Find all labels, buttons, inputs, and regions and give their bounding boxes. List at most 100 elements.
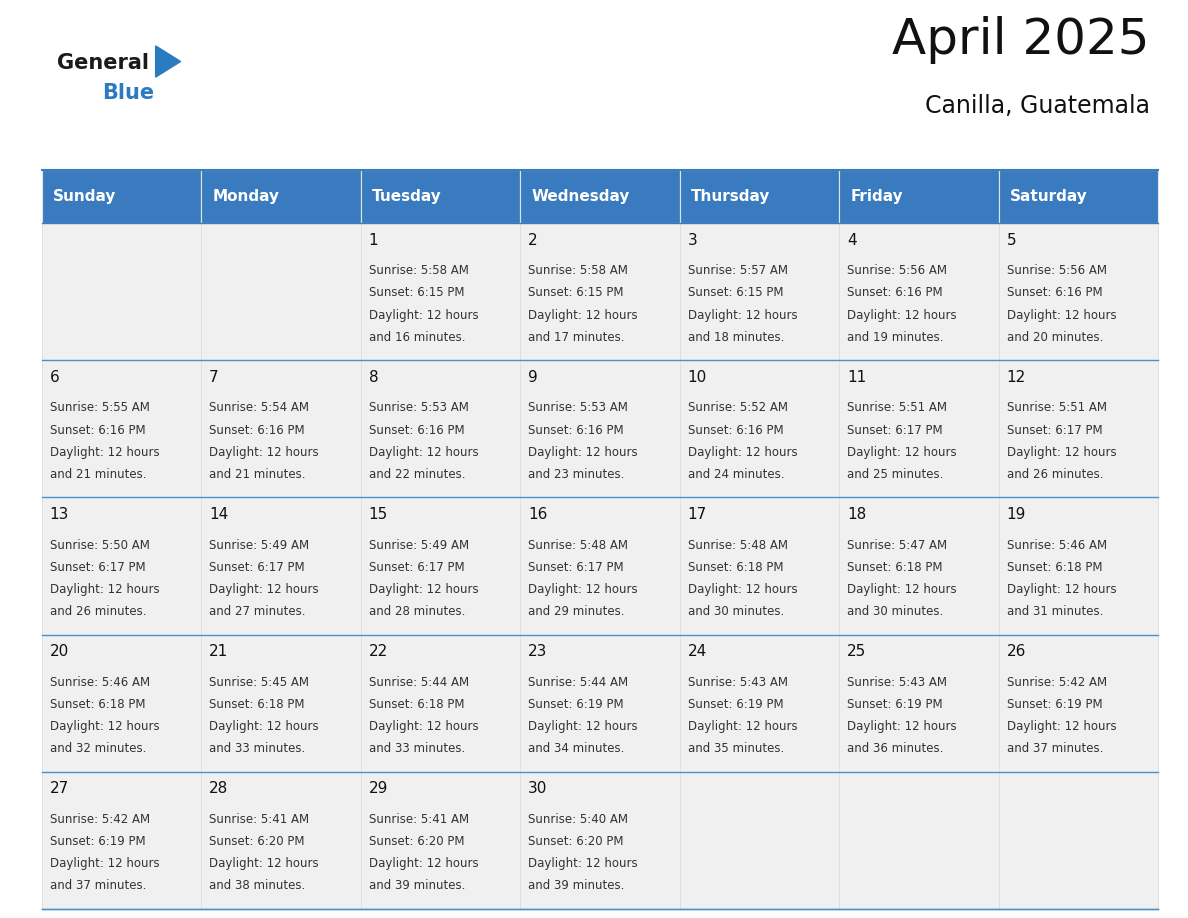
Text: Daylight: 12 hours: Daylight: 12 hours — [847, 308, 956, 321]
Text: and 26 minutes.: and 26 minutes. — [50, 605, 146, 618]
Text: Daylight: 12 hours: Daylight: 12 hours — [529, 857, 638, 870]
Text: and 20 minutes.: and 20 minutes. — [1006, 330, 1104, 344]
Text: Wednesday: Wednesday — [531, 189, 630, 204]
Text: and 29 minutes.: and 29 minutes. — [529, 605, 625, 618]
Text: and 23 minutes.: and 23 minutes. — [529, 468, 625, 481]
Text: Daylight: 12 hours: Daylight: 12 hours — [368, 583, 479, 596]
Text: Sunrise: 5:40 AM: Sunrise: 5:40 AM — [529, 812, 628, 826]
Text: and 37 minutes.: and 37 minutes. — [1006, 743, 1104, 756]
Bar — [839, 634, 999, 772]
Text: Daylight: 12 hours: Daylight: 12 hours — [1006, 720, 1117, 733]
Bar — [201, 498, 361, 634]
Text: Sunset: 6:16 PM: Sunset: 6:16 PM — [1006, 286, 1102, 299]
Text: Sunset: 6:20 PM: Sunset: 6:20 PM — [529, 835, 624, 848]
Text: Daylight: 12 hours: Daylight: 12 hours — [50, 720, 159, 733]
Bar — [361, 772, 520, 909]
Text: Sunset: 6:19 PM: Sunset: 6:19 PM — [1006, 698, 1102, 711]
Text: 25: 25 — [847, 644, 866, 659]
Text: 13: 13 — [50, 507, 69, 522]
Text: Sunrise: 5:53 AM: Sunrise: 5:53 AM — [368, 401, 468, 414]
Bar — [520, 170, 680, 223]
Bar — [520, 360, 680, 498]
Text: Sunrise: 5:48 AM: Sunrise: 5:48 AM — [529, 539, 628, 552]
Text: 8: 8 — [368, 370, 378, 385]
Text: 12: 12 — [1006, 370, 1026, 385]
Text: and 27 minutes.: and 27 minutes. — [209, 605, 305, 618]
Text: Sunset: 6:17 PM: Sunset: 6:17 PM — [209, 561, 304, 574]
Text: Blue: Blue — [102, 83, 154, 103]
Bar — [520, 223, 680, 360]
Text: and 33 minutes.: and 33 minutes. — [209, 743, 305, 756]
Text: Tuesday: Tuesday — [372, 189, 442, 204]
Text: Sunset: 6:18 PM: Sunset: 6:18 PM — [1006, 561, 1102, 574]
Text: Saturday: Saturday — [1010, 189, 1088, 204]
Text: 10: 10 — [688, 370, 707, 385]
Text: 28: 28 — [209, 781, 228, 796]
Text: Daylight: 12 hours: Daylight: 12 hours — [368, 857, 479, 870]
Text: Daylight: 12 hours: Daylight: 12 hours — [688, 720, 797, 733]
Text: Sunrise: 5:58 AM: Sunrise: 5:58 AM — [368, 264, 468, 277]
Text: and 19 minutes.: and 19 minutes. — [847, 330, 943, 344]
Bar — [999, 772, 1158, 909]
Text: 24: 24 — [688, 644, 707, 659]
Text: 18: 18 — [847, 507, 866, 522]
Bar — [42, 498, 201, 634]
Bar — [999, 498, 1158, 634]
Bar — [42, 223, 201, 360]
Text: and 26 minutes.: and 26 minutes. — [1006, 468, 1104, 481]
Text: Sunrise: 5:43 AM: Sunrise: 5:43 AM — [688, 676, 788, 688]
Text: and 39 minutes.: and 39 minutes. — [529, 879, 625, 892]
Bar — [361, 634, 520, 772]
Text: Daylight: 12 hours: Daylight: 12 hours — [529, 308, 638, 321]
Bar — [201, 772, 361, 909]
Text: Daylight: 12 hours: Daylight: 12 hours — [50, 446, 159, 459]
Text: Sunset: 6:16 PM: Sunset: 6:16 PM — [50, 423, 145, 437]
Text: and 30 minutes.: and 30 minutes. — [847, 605, 943, 618]
Text: and 22 minutes.: and 22 minutes. — [368, 468, 466, 481]
Text: Sunrise: 5:44 AM: Sunrise: 5:44 AM — [529, 676, 628, 688]
Bar — [42, 772, 201, 909]
Text: Sunrise: 5:58 AM: Sunrise: 5:58 AM — [529, 264, 628, 277]
Text: Sunrise: 5:42 AM: Sunrise: 5:42 AM — [50, 812, 150, 826]
Text: Sunrise: 5:48 AM: Sunrise: 5:48 AM — [688, 539, 788, 552]
Text: Daylight: 12 hours: Daylight: 12 hours — [368, 720, 479, 733]
Bar — [999, 223, 1158, 360]
Text: Sunrise: 5:41 AM: Sunrise: 5:41 AM — [209, 812, 309, 826]
Text: Sunset: 6:18 PM: Sunset: 6:18 PM — [50, 698, 145, 711]
Text: Daylight: 12 hours: Daylight: 12 hours — [368, 446, 479, 459]
Text: Sunset: 6:16 PM: Sunset: 6:16 PM — [688, 423, 783, 437]
Text: and 18 minutes.: and 18 minutes. — [688, 330, 784, 344]
Text: 19: 19 — [1006, 507, 1026, 522]
Text: Sunset: 6:16 PM: Sunset: 6:16 PM — [368, 423, 465, 437]
Text: Friday: Friday — [851, 189, 903, 204]
Bar — [520, 634, 680, 772]
Bar — [839, 223, 999, 360]
Text: Daylight: 12 hours: Daylight: 12 hours — [688, 446, 797, 459]
Text: Daylight: 12 hours: Daylight: 12 hours — [1006, 583, 1117, 596]
Text: Daylight: 12 hours: Daylight: 12 hours — [529, 446, 638, 459]
Text: Daylight: 12 hours: Daylight: 12 hours — [209, 720, 318, 733]
Bar — [999, 360, 1158, 498]
Text: Daylight: 12 hours: Daylight: 12 hours — [209, 857, 318, 870]
Text: Daylight: 12 hours: Daylight: 12 hours — [50, 857, 159, 870]
Text: Sunset: 6:17 PM: Sunset: 6:17 PM — [368, 561, 465, 574]
Text: Sunset: 6:20 PM: Sunset: 6:20 PM — [209, 835, 304, 848]
Text: 21: 21 — [209, 644, 228, 659]
Bar — [680, 634, 839, 772]
Bar — [680, 772, 839, 909]
Bar — [520, 498, 680, 634]
Text: 9: 9 — [529, 370, 538, 385]
Text: and 21 minutes.: and 21 minutes. — [209, 468, 305, 481]
Text: Sunrise: 5:47 AM: Sunrise: 5:47 AM — [847, 539, 947, 552]
Text: 7: 7 — [209, 370, 219, 385]
Text: and 21 minutes.: and 21 minutes. — [50, 468, 146, 481]
Text: Sunset: 6:19 PM: Sunset: 6:19 PM — [529, 698, 624, 711]
Bar — [201, 360, 361, 498]
Text: and 34 minutes.: and 34 minutes. — [529, 743, 625, 756]
Text: and 35 minutes.: and 35 minutes. — [688, 743, 784, 756]
Text: Daylight: 12 hours: Daylight: 12 hours — [847, 583, 956, 596]
Text: and 17 minutes.: and 17 minutes. — [529, 330, 625, 344]
Bar — [680, 223, 839, 360]
Text: and 36 minutes.: and 36 minutes. — [847, 743, 943, 756]
Bar — [201, 223, 361, 360]
